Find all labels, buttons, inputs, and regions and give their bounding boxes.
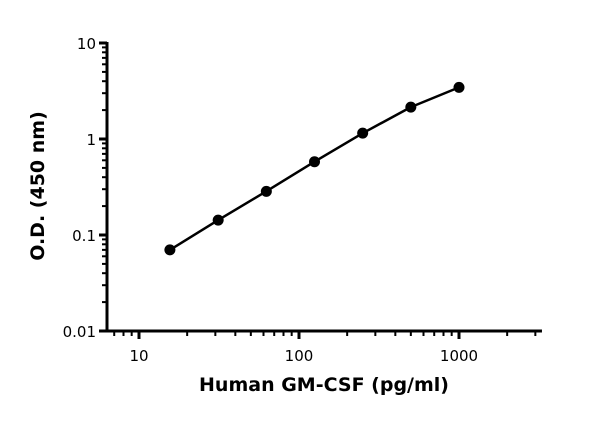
x-tick-label: 1000 xyxy=(440,347,478,365)
x-tick-label: 10 xyxy=(129,347,148,365)
y-tick-label: 10 xyxy=(77,35,96,53)
fit-curve xyxy=(169,86,460,251)
y-axis-title: O.D. (450 nm) xyxy=(27,111,49,261)
y-tick-label: 0.01 xyxy=(63,323,96,341)
x-axis-title: Human GM-CSF (pg/ml) xyxy=(199,374,449,396)
series-layer xyxy=(164,81,465,256)
y-tick-label: 1 xyxy=(86,131,96,149)
data-point xyxy=(164,244,176,256)
data-point xyxy=(260,185,272,197)
x-tick-label: 100 xyxy=(285,347,314,365)
x-axis: 10 100 1000 xyxy=(105,329,542,365)
y-tick-label: 0.1 xyxy=(72,227,96,245)
data-point xyxy=(309,156,321,168)
data-point xyxy=(357,127,369,139)
data-point xyxy=(212,214,224,226)
data-point xyxy=(453,81,465,93)
data-point xyxy=(405,101,417,113)
y-axis: 0.01 0.1 1 10 xyxy=(63,35,109,341)
